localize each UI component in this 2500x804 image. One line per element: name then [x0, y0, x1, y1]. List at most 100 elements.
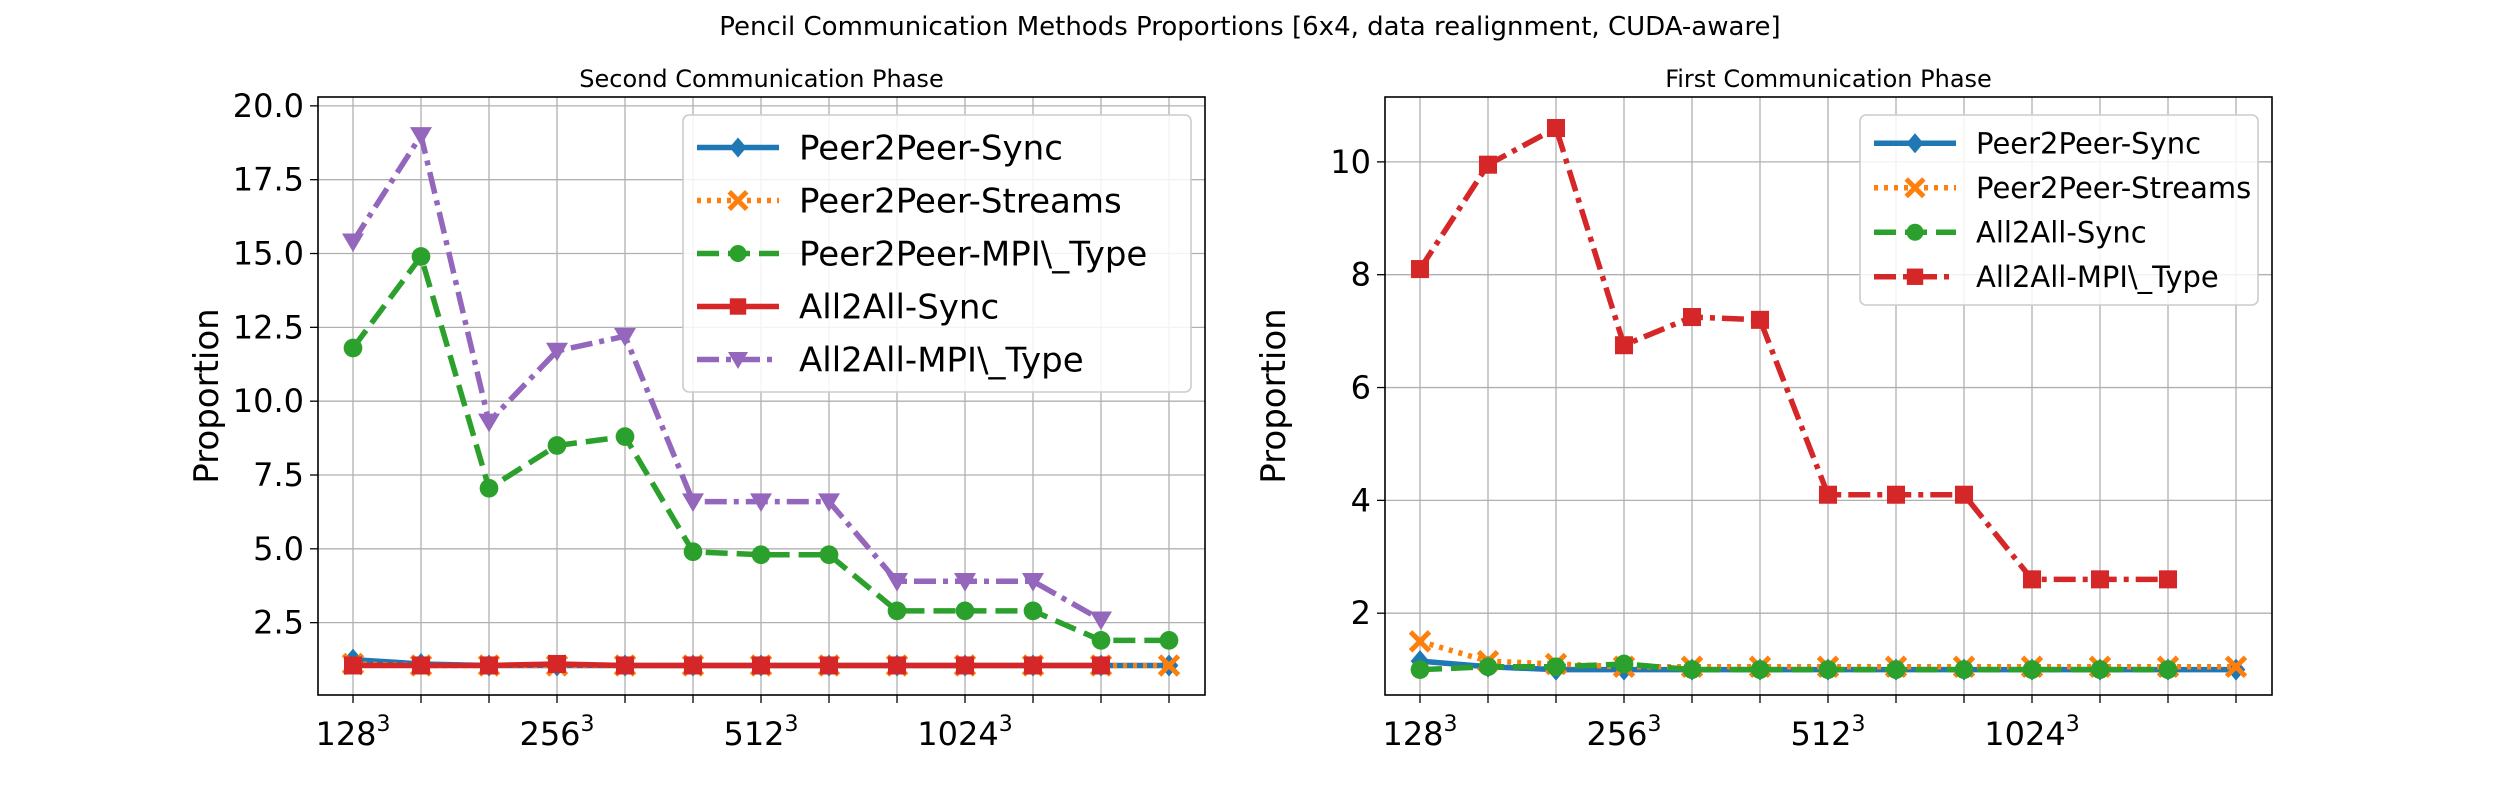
data-point	[411, 247, 431, 266]
data-point	[750, 493, 772, 513]
data-point	[411, 656, 431, 675]
data-point	[1022, 573, 1044, 592]
data-point	[683, 656, 703, 675]
x-tick-label: 1283	[1382, 712, 1457, 753]
series-all2all-sync	[343, 654, 1111, 675]
data-point	[410, 127, 432, 146]
x-tick-label: 2563	[1586, 712, 1661, 753]
data-point	[1750, 310, 1770, 329]
x-tick-label: 2563	[519, 712, 594, 753]
legend-label: All2All-MPI\_Type	[1976, 260, 2219, 294]
data-point	[1818, 485, 1838, 504]
data-point	[478, 413, 500, 433]
chart-title: Second Communication Phase	[579, 65, 943, 93]
data-point	[615, 656, 635, 675]
data-point	[1478, 155, 1498, 174]
series-line	[350, 132, 1103, 623]
data-point	[2090, 660, 2110, 679]
data-point	[343, 656, 363, 675]
data-point	[819, 656, 839, 675]
data-point	[614, 327, 636, 347]
data-point	[2022, 660, 2042, 679]
y-tick-label: 20.0	[233, 87, 304, 125]
data-point	[342, 233, 364, 253]
data-point	[1408, 630, 1432, 653]
data-point	[1091, 631, 1111, 650]
data-point	[751, 545, 771, 565]
data-point	[1410, 660, 1430, 679]
legend: Peer2Peer-Sync Peer2Peer-Streams All2All-S…	[1859, 114, 2259, 306]
series-line	[1417, 125, 2168, 583]
series-all2all-mpi-type	[1410, 119, 2178, 589]
series-peer2peer-mpi-type	[343, 247, 1179, 650]
data-point	[1546, 119, 1566, 138]
data-point	[2158, 660, 2178, 679]
legend-marker	[728, 352, 748, 369]
data-point	[1682, 660, 1702, 679]
x-tick-label: 10243	[917, 712, 1012, 753]
y-tick-label: 4	[1351, 481, 1371, 519]
data-point	[1091, 656, 1111, 675]
data-point	[2158, 570, 2178, 589]
legend-label: Peer2Peer-Streams	[1976, 171, 2251, 205]
legend-marker	[729, 298, 747, 315]
x-tick-label: 5123	[723, 712, 798, 753]
legend-label: All2All-Sync	[1976, 216, 2147, 250]
data-point	[1023, 601, 1043, 621]
data-point	[1614, 336, 1634, 355]
data-point	[546, 342, 568, 362]
x-tick-label: 1283	[315, 712, 390, 753]
series-all2all-mpi-type	[342, 127, 1112, 631]
y-tick-label: 8	[1351, 256, 1371, 294]
y-tick-label: 2.5	[253, 604, 304, 642]
legend-label: All2All-Sync	[799, 288, 999, 328]
chart-first-communication-phase: 2 4 6 8 10 1283 2563 5123 10243 First Communicati…	[1254, 65, 2273, 753]
data-point	[1159, 631, 1179, 650]
data-point	[682, 493, 704, 513]
data-point	[1886, 660, 1906, 679]
x-tick-label: 5123	[1790, 712, 1865, 753]
data-point	[343, 338, 363, 358]
data-point	[1023, 656, 1043, 675]
data-point	[1818, 660, 1838, 679]
legend-label: All2All-MPI\_Type	[799, 341, 1084, 381]
data-point	[683, 542, 703, 562]
chart-second-communication-phase: 2.5 5.0 7.5 10.0 12.5 15.0 17.5 20.0 1283 2563 512…	[187, 65, 1206, 753]
legend-label: Peer2Peer-MPI\_Type	[799, 235, 1147, 275]
data-point	[615, 427, 635, 446]
series-line	[353, 661, 1101, 669]
y-axis-label: Proportion	[1254, 308, 1294, 483]
y-axis-label: Proportion	[187, 308, 227, 483]
data-point	[2022, 570, 2042, 589]
data-point	[1478, 657, 1498, 677]
data-point	[479, 478, 499, 498]
legend-marker	[1904, 177, 1926, 199]
legend-marker	[729, 137, 747, 158]
y-tick-label: 17.5	[233, 161, 304, 199]
data-point	[1954, 485, 1974, 504]
legend-marker	[1906, 223, 1924, 241]
data-point	[1090, 611, 1112, 631]
data-point	[547, 436, 567, 455]
legend-marker	[727, 189, 749, 212]
data-point	[955, 601, 975, 621]
data-point	[1410, 260, 1430, 279]
x-tick-label: 10243	[1984, 712, 2079, 753]
data-point	[2090, 570, 2110, 589]
y-tick-label: 5.0	[253, 530, 304, 568]
data-point	[1546, 657, 1566, 677]
data-point	[547, 654, 567, 674]
legend-marker	[1906, 268, 1924, 285]
chart-title: First Communication Phase	[1665, 65, 1992, 93]
data-point	[1682, 307, 1702, 327]
legend-label: Peer2Peer-Streams	[799, 182, 1122, 222]
data-point	[751, 656, 771, 675]
data-point	[1750, 660, 1770, 679]
data-point	[1954, 660, 1974, 679]
legend-label: Peer2Peer-Sync	[1976, 127, 2201, 161]
data-point	[479, 656, 499, 675]
data-point	[887, 601, 907, 621]
data-point	[1886, 485, 1906, 504]
